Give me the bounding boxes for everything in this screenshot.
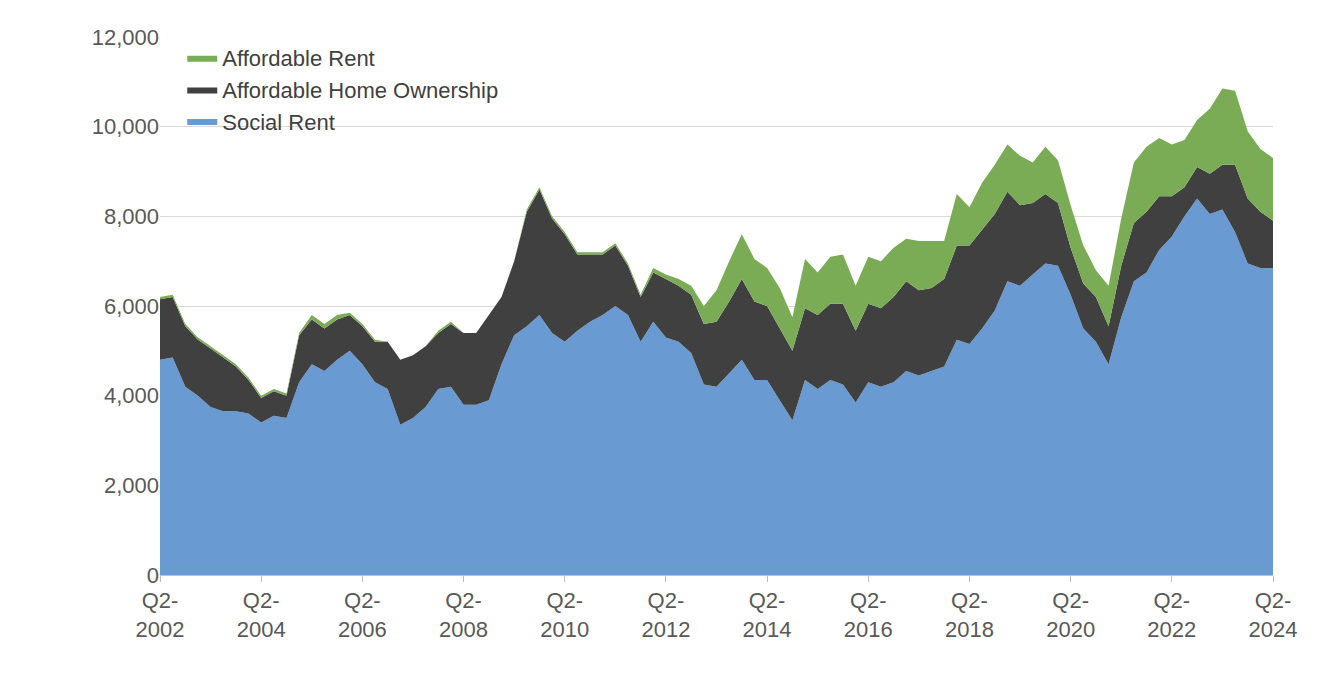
- svg-text:Q2-2020: Q2-2020: [1046, 588, 1095, 642]
- svg-text:Q2-2012: Q2-2012: [641, 588, 690, 642]
- svg-text:Affordable Home Ownership: Affordable Home Ownership: [222, 78, 498, 103]
- svg-text:10,000: 10,000: [92, 114, 159, 139]
- svg-text:Q2-2014: Q2-2014: [743, 588, 792, 642]
- svg-text:Q2-2022: Q2-2022: [1147, 588, 1196, 642]
- svg-text:Social Rent: Social Rent: [222, 110, 335, 135]
- svg-text:6,000: 6,000: [104, 294, 159, 319]
- svg-text:Q2-2016: Q2-2016: [844, 588, 893, 642]
- svg-text:Q2-2004: Q2-2004: [237, 588, 286, 642]
- svg-text:Q2-2010: Q2-2010: [540, 588, 589, 642]
- svg-text:0: 0: [147, 563, 159, 588]
- svg-text:Affordable Rent: Affordable Rent: [222, 46, 374, 71]
- svg-text:Q2-2008: Q2-2008: [439, 588, 488, 642]
- svg-text:Q2-2002: Q2-2002: [136, 588, 185, 642]
- svg-text:Q2-2024: Q2-2024: [1249, 588, 1298, 642]
- svg-text:Q2-2018: Q2-2018: [945, 588, 994, 642]
- svg-text:Q2-2006: Q2-2006: [338, 588, 387, 642]
- svg-text:4,000: 4,000: [104, 383, 159, 408]
- svg-text:2,000: 2,000: [104, 473, 159, 498]
- svg-text:8,000: 8,000: [104, 204, 159, 229]
- svg-text:12,000: 12,000: [92, 25, 159, 50]
